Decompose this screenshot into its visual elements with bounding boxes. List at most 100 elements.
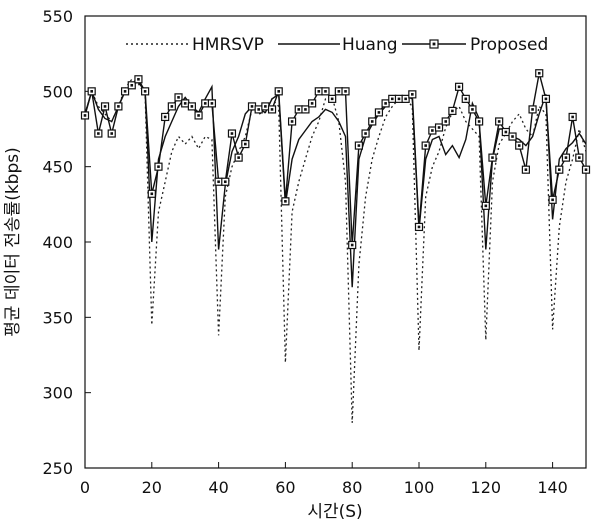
data-point-center (123, 90, 127, 93)
data-point-center (177, 96, 180, 99)
data-point-center (250, 105, 254, 108)
data-point-center (304, 108, 307, 111)
x-tick-label: 60 (275, 478, 295, 497)
series-line-hmrsvp (84, 78, 587, 423)
data-point-center (137, 77, 140, 81)
data-point-center (290, 120, 294, 123)
data-point-center (557, 168, 561, 171)
y-axis: 250 300 350 400 450 500 550 (42, 7, 91, 478)
data-point-center (584, 168, 588, 171)
data-point-center (237, 156, 240, 159)
data-point-center (143, 90, 147, 93)
y-tick-label: 550 (42, 7, 73, 26)
data-point-center (544, 97, 548, 101)
legend: HMRSVP Huang Proposed (126, 35, 548, 55)
data-point-center (364, 132, 367, 135)
data-point-center (324, 90, 327, 93)
y-tick-label: 500 (42, 82, 73, 101)
data-point-center (284, 200, 287, 203)
legend-marker-center (432, 42, 436, 46)
data-point-center (117, 105, 120, 108)
y-tick-label: 400 (42, 233, 73, 252)
data-point-center (277, 90, 281, 93)
data-point-center (317, 90, 321, 93)
data-point-center (150, 192, 154, 196)
y-axis-title: 평균 데이터 전송률(kbps) (3, 147, 23, 336)
x-tick-label: 20 (142, 478, 162, 497)
data-point-center (471, 108, 474, 111)
x-tick-label: 120 (471, 478, 502, 497)
data-point-center (384, 102, 387, 105)
data-point-center (344, 90, 347, 93)
data-point-center (397, 97, 401, 101)
data-point-center (437, 126, 441, 129)
data-point-center (377, 111, 381, 114)
data-point-center (310, 102, 314, 105)
data-point-center (297, 108, 301, 111)
data-point-center (130, 84, 134, 87)
data-point-center (417, 225, 421, 229)
data-point-center (390, 97, 394, 101)
x-tick-label: 0 (80, 478, 90, 497)
legend-label-huang: Huang (342, 35, 398, 55)
data-point-center (350, 243, 354, 247)
data-point-center (264, 105, 267, 108)
data-point-center (424, 144, 427, 147)
data-point-center (457, 85, 461, 89)
data-point-center (524, 168, 528, 171)
plot-area-frame (84, 15, 587, 469)
data-point-center (223, 180, 227, 184)
data-point-center (497, 120, 501, 123)
data-point-center (244, 142, 247, 146)
x-axis: 0 20 40 60 80 100 120 140 (80, 462, 568, 497)
data-point-center (571, 115, 574, 119)
legend-label-hmrsvp: HMRSVP (192, 35, 264, 55)
data-point-center (484, 204, 488, 208)
data-point-center (90, 90, 93, 93)
data-point-center (431, 129, 434, 132)
data-point-center (183, 102, 187, 105)
data-point-center (411, 93, 414, 96)
data-point-center (551, 198, 554, 202)
data-point-center (110, 132, 114, 135)
data-point-center (230, 132, 234, 135)
data-point-center (217, 180, 220, 184)
y-tick-label: 250 (42, 459, 73, 478)
data-point-center (257, 108, 260, 111)
data-point-center (491, 156, 494, 159)
data-point-center (517, 144, 521, 147)
y-tick-label: 450 (42, 158, 73, 177)
data-point-center (163, 115, 167, 119)
data-point-center (330, 97, 334, 101)
y-tick-label: 300 (42, 384, 73, 403)
data-point-center (564, 156, 568, 159)
legend-label-proposed: Proposed (470, 35, 548, 55)
data-point-center (370, 120, 374, 123)
data-point-center (203, 102, 207, 105)
data-point-center (170, 105, 174, 108)
data-point-center (190, 105, 194, 108)
data-point-center (477, 120, 481, 123)
series-line-huang (84, 81, 587, 288)
data-point-center (504, 130, 508, 134)
data-point-center (337, 90, 341, 93)
data-point-center (157, 165, 160, 168)
data-point-center (97, 132, 100, 135)
data-point-center (357, 144, 361, 147)
series-layer (80, 69, 591, 423)
data-point-center (270, 108, 274, 111)
x-tick-label: 40 (208, 478, 228, 497)
data-point-center (464, 97, 468, 101)
data-point-center (83, 114, 87, 117)
data-point-center (531, 108, 534, 111)
x-tick-label: 100 (404, 478, 435, 497)
data-point-center (537, 71, 541, 75)
y-tick-label: 350 (42, 308, 73, 327)
data-point-center (404, 97, 407, 101)
x-axis-title: 시간(S) (307, 502, 362, 522)
data-point-center (210, 102, 214, 105)
data-point-center (444, 120, 448, 123)
data-point-center (103, 105, 107, 108)
data-point-center (578, 156, 581, 159)
